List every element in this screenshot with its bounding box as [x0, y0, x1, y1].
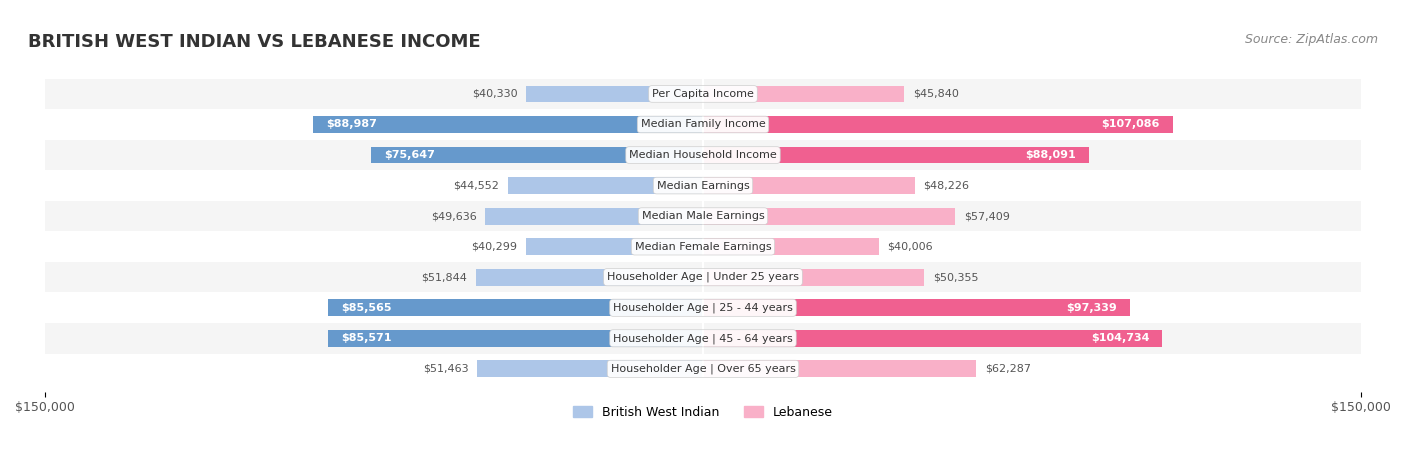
Text: $107,086: $107,086 [1101, 120, 1160, 129]
Text: Median Family Income: Median Family Income [641, 120, 765, 129]
Legend: British West Indian, Lebanese: British West Indian, Lebanese [568, 401, 838, 424]
Text: $85,571: $85,571 [340, 333, 391, 343]
Text: BRITISH WEST INDIAN VS LEBANESE INCOME: BRITISH WEST INDIAN VS LEBANESE INCOME [28, 33, 481, 51]
Bar [45, 323, 1361, 354]
Text: Source: ZipAtlas.com: Source: ZipAtlas.com [1244, 33, 1378, 46]
Text: $88,987: $88,987 [326, 120, 377, 129]
Text: $40,330: $40,330 [471, 89, 517, 99]
Bar [312, 116, 703, 133]
Bar [703, 238, 879, 255]
Bar [703, 147, 1090, 163]
Bar [703, 361, 976, 377]
Text: Median Male Earnings: Median Male Earnings [641, 211, 765, 221]
Text: $44,552: $44,552 [453, 181, 499, 191]
Bar [703, 299, 1130, 316]
Text: $97,339: $97,339 [1066, 303, 1116, 313]
Text: Median Household Income: Median Household Income [628, 150, 778, 160]
Bar [328, 330, 703, 347]
Bar [526, 238, 703, 255]
Bar [703, 85, 904, 102]
Text: $57,409: $57,409 [963, 211, 1010, 221]
Text: Householder Age | 45 - 64 years: Householder Age | 45 - 64 years [613, 333, 793, 344]
Bar [526, 85, 703, 102]
Text: $62,287: $62,287 [986, 364, 1031, 374]
Bar [508, 177, 703, 194]
Bar [45, 109, 1361, 140]
Bar [45, 231, 1361, 262]
Bar [703, 177, 914, 194]
Bar [703, 330, 1163, 347]
Text: $40,299: $40,299 [471, 241, 517, 252]
Text: $88,091: $88,091 [1025, 150, 1077, 160]
Text: $40,006: $40,006 [887, 241, 934, 252]
Bar [485, 208, 703, 225]
Text: $45,840: $45,840 [912, 89, 959, 99]
Bar [703, 269, 924, 286]
Bar [703, 116, 1173, 133]
Text: Householder Age | Under 25 years: Householder Age | Under 25 years [607, 272, 799, 283]
Text: Householder Age | 25 - 44 years: Householder Age | 25 - 44 years [613, 303, 793, 313]
Text: $48,226: $48,226 [924, 181, 969, 191]
Bar [45, 78, 1361, 109]
Text: $75,647: $75,647 [384, 150, 436, 160]
Bar [45, 292, 1361, 323]
Text: Householder Age | Over 65 years: Householder Age | Over 65 years [610, 364, 796, 374]
Text: Median Earnings: Median Earnings [657, 181, 749, 191]
Text: $51,463: $51,463 [423, 364, 468, 374]
Text: Median Female Earnings: Median Female Earnings [634, 241, 772, 252]
Bar [703, 208, 955, 225]
Bar [371, 147, 703, 163]
Bar [475, 269, 703, 286]
Bar [45, 140, 1361, 170]
Text: $104,734: $104,734 [1091, 333, 1149, 343]
Bar [45, 354, 1361, 384]
Bar [45, 262, 1361, 292]
Text: Per Capita Income: Per Capita Income [652, 89, 754, 99]
Text: $49,636: $49,636 [430, 211, 477, 221]
Bar [45, 201, 1361, 231]
Text: $85,565: $85,565 [340, 303, 391, 313]
Text: $50,355: $50,355 [932, 272, 979, 282]
Text: $51,844: $51,844 [420, 272, 467, 282]
Bar [328, 299, 703, 316]
Bar [45, 170, 1361, 201]
Bar [477, 361, 703, 377]
